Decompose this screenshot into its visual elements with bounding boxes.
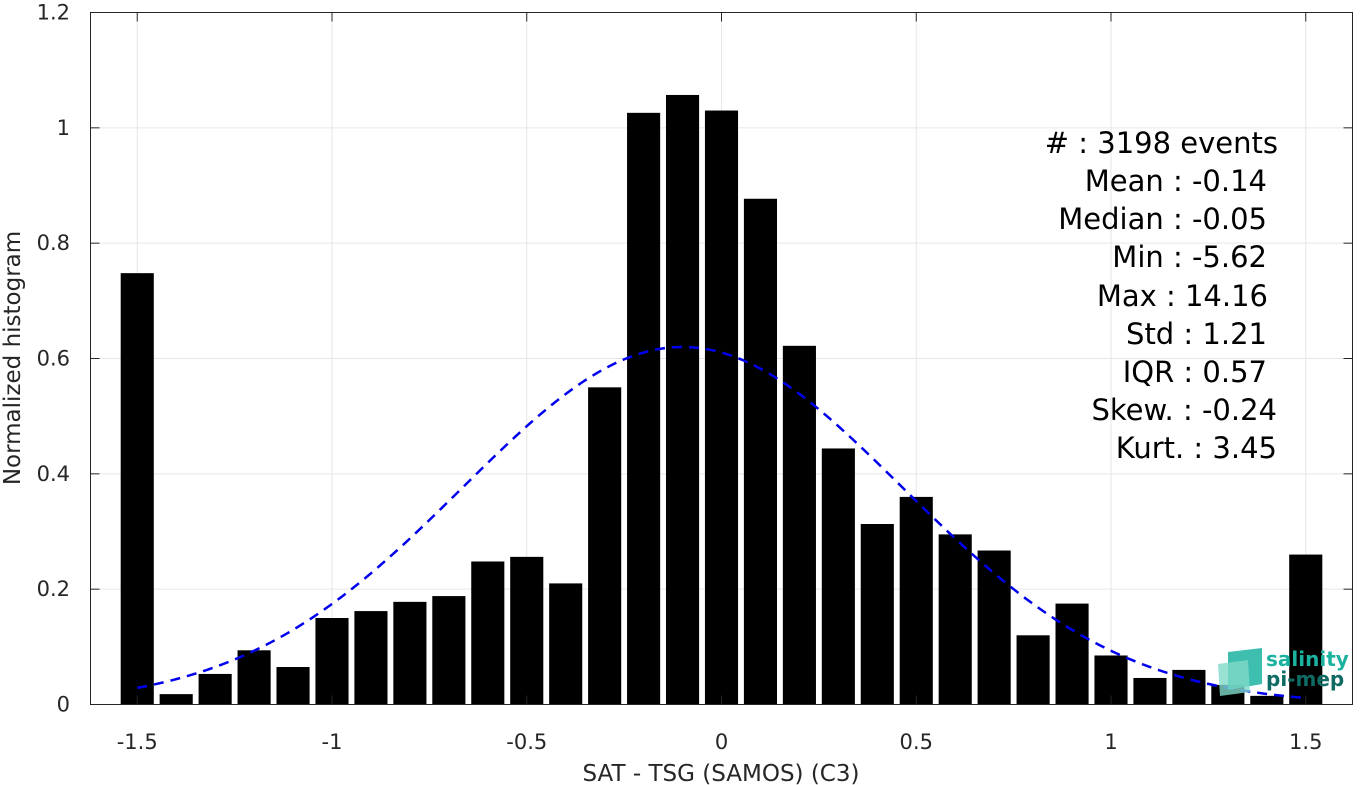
y-tick-label: 1.2 xyxy=(37,1,70,25)
histogram-bar xyxy=(432,596,466,705)
histogram-bar xyxy=(393,601,427,705)
stat-iqr: IQR : 0.57 xyxy=(1123,355,1267,389)
y-axis-label: Normalized histogram xyxy=(0,231,26,485)
logo-text-pimep: pi-mep xyxy=(1266,667,1344,691)
histogram-bar xyxy=(665,94,700,705)
histogram-bar xyxy=(549,583,583,705)
x-tick-label: 0.5 xyxy=(900,730,933,754)
histogram-bar xyxy=(1133,677,1167,705)
histogram-bar xyxy=(1055,603,1089,705)
x-tick-label: 1.5 xyxy=(1289,730,1322,754)
y-tick-label: 0.2 xyxy=(37,577,70,601)
histogram-bar xyxy=(977,550,1011,705)
histogram-bar xyxy=(821,448,855,705)
histogram-bar xyxy=(237,650,271,705)
x-tick-label: -1 xyxy=(322,730,343,754)
logo-text-salinity: salinity xyxy=(1266,647,1349,671)
stat-mean: Mean : -0.14 xyxy=(1085,164,1267,198)
histogram-bar xyxy=(159,694,193,705)
stat-events: # : 3198 events xyxy=(1045,126,1278,160)
stat-min: Min : -5.62 xyxy=(1112,240,1267,274)
histogram-bar xyxy=(276,667,310,705)
stat-kurt: Kurt. : 3.45 xyxy=(1116,431,1277,465)
histogram-bar xyxy=(1289,554,1323,705)
y-tick-label: 0.8 xyxy=(37,231,70,255)
histogram-bar xyxy=(354,611,388,705)
histogram-bar xyxy=(510,556,544,705)
histogram-bar xyxy=(588,387,622,705)
histogram-bar xyxy=(743,198,778,705)
histogram-bar xyxy=(782,345,816,705)
histogram-bar xyxy=(627,112,661,705)
gaussian-fit-curve xyxy=(137,345,1306,700)
histogram-bars xyxy=(120,94,1323,705)
x-tick-label: -0.5 xyxy=(506,730,547,754)
x-axis-label: SAT - TSG (SAMOS) (C3) xyxy=(583,761,860,785)
axis-ticks xyxy=(90,12,1353,705)
stat-skew: Skew. : -0.24 xyxy=(1091,393,1277,427)
y-tick-labels: 0 0.2 0.4 0.6 0.8 1 1.2 xyxy=(37,1,70,717)
y-tick-label: 0.4 xyxy=(37,462,70,486)
x-tick-label: 0 xyxy=(715,730,728,754)
y-tick-label: 1 xyxy=(57,116,70,140)
x-tick-label: 1 xyxy=(1104,730,1117,754)
statistics-box: # : 3198 events Mean : -0.14 Median : -0… xyxy=(1045,126,1278,465)
y-tick-label: 0.6 xyxy=(37,347,70,371)
histogram-bar xyxy=(471,561,505,705)
histogram-bar xyxy=(120,273,154,705)
histogram-bar xyxy=(860,524,894,705)
histogram-bar xyxy=(315,618,349,705)
histogram-bar xyxy=(1250,695,1284,705)
stat-std: Std : 1.21 xyxy=(1126,317,1267,351)
x-tick-label: -1.5 xyxy=(117,730,158,754)
histogram-bar xyxy=(1016,635,1050,705)
histogram-bar xyxy=(938,534,972,705)
histogram-bar xyxy=(198,673,232,705)
stat-max: Max : 14.16 xyxy=(1097,279,1268,313)
salinity-pimep-logo: salinity pi-mep xyxy=(1218,647,1349,696)
y-tick-label: 0 xyxy=(57,693,70,717)
stat-median: Median : -0.05 xyxy=(1058,202,1267,236)
histogram-bar xyxy=(899,496,933,705)
logo-mark-front xyxy=(1218,660,1250,696)
histogram-bar xyxy=(704,110,739,705)
x-tick-labels: -1.5 -1 -0.5 0 0.5 1 1.5 xyxy=(117,730,1323,754)
